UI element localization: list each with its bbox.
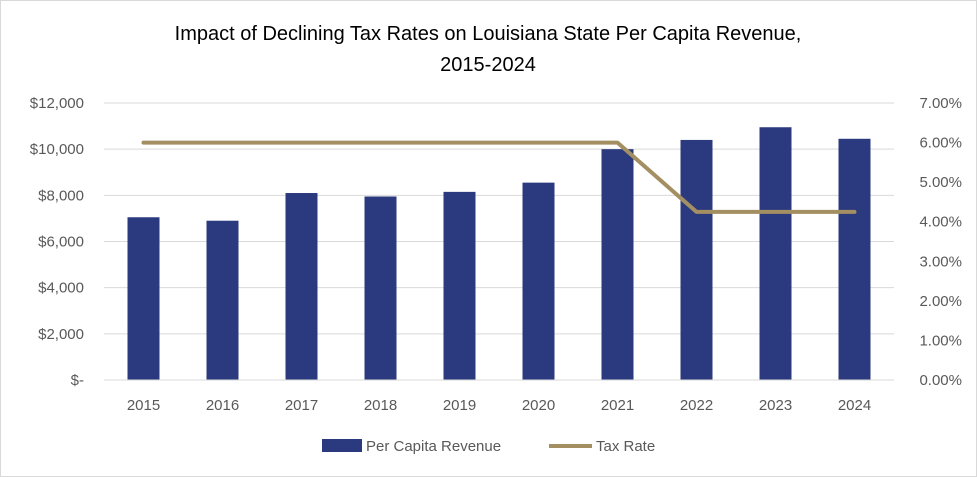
legend-swatch-revenue bbox=[322, 439, 362, 452]
legend-label-taxrate: Tax Rate bbox=[596, 438, 655, 455]
y-right-tick-label: 3.00% bbox=[919, 253, 962, 270]
bar bbox=[838, 138, 871, 380]
x-tick-label: 2016 bbox=[206, 397, 239, 414]
bar bbox=[364, 196, 397, 380]
y-left-tick-label: $4,000 bbox=[38, 280, 84, 297]
y-left-tick-label: $2,000 bbox=[38, 326, 84, 343]
y-left-tick-label: $8,000 bbox=[38, 187, 84, 204]
x-tick-label: 2024 bbox=[838, 397, 871, 414]
x-tick-label: 2020 bbox=[522, 397, 555, 414]
y-right-tick-label: 1.00% bbox=[919, 332, 962, 349]
chart-title-line2: 2015-2024 bbox=[440, 54, 536, 76]
legend: Per Capita Revenue Tax Rate bbox=[322, 438, 655, 455]
y-right-tick-label: 0.00% bbox=[919, 372, 962, 389]
x-tick-label: 2015 bbox=[127, 397, 160, 414]
legend-label-revenue: Per Capita Revenue bbox=[366, 438, 501, 455]
y-right-tick-label: 2.00% bbox=[919, 293, 962, 310]
bar bbox=[522, 182, 555, 380]
line-series bbox=[141, 140, 857, 214]
x-tick-label: 2023 bbox=[759, 397, 792, 414]
bar bbox=[127, 217, 160, 380]
bar-series bbox=[127, 127, 871, 380]
x-tick-label: 2019 bbox=[443, 397, 476, 414]
y-right-tick-label: 7.00% bbox=[919, 95, 962, 112]
x-tick-label: 2018 bbox=[364, 397, 397, 414]
y-left-tick-label: $- bbox=[71, 372, 84, 389]
x-tick-label: 2021 bbox=[601, 397, 634, 414]
chart-title-line1: Impact of Declining Tax Rates on Louisia… bbox=[175, 23, 802, 45]
y-left-tick-label: $10,000 bbox=[30, 141, 84, 158]
y-left-tick-label: $6,000 bbox=[38, 234, 84, 251]
y-right-tick-label: 4.00% bbox=[919, 214, 962, 231]
x-tick-label: 2022 bbox=[680, 397, 713, 414]
bar bbox=[443, 191, 476, 380]
x-axis: 2015 2016 2017 2018 2019 2020 2021 2022 2023 2024 bbox=[104, 379, 894, 414]
tax-rate-line bbox=[141, 140, 857, 214]
y-right-tick-label: 6.00% bbox=[919, 135, 962, 152]
y-right-tick-label: 5.00% bbox=[919, 174, 962, 191]
left-axis: $- $2,000 $4,000 $6,000 $8,000 $10,000 $12,000 bbox=[30, 95, 84, 389]
right-axis: 0.00% 1.00% 2.00% 3.00% 4.00% 5.00% 6.00% 7.00% bbox=[919, 95, 962, 389]
bar bbox=[206, 220, 239, 380]
bar bbox=[601, 149, 634, 380]
x-tick-label: 2017 bbox=[285, 397, 318, 414]
bar bbox=[759, 127, 792, 380]
y-left-tick-label: $12,000 bbox=[30, 95, 84, 112]
bar bbox=[285, 193, 318, 380]
bar bbox=[680, 139, 713, 380]
